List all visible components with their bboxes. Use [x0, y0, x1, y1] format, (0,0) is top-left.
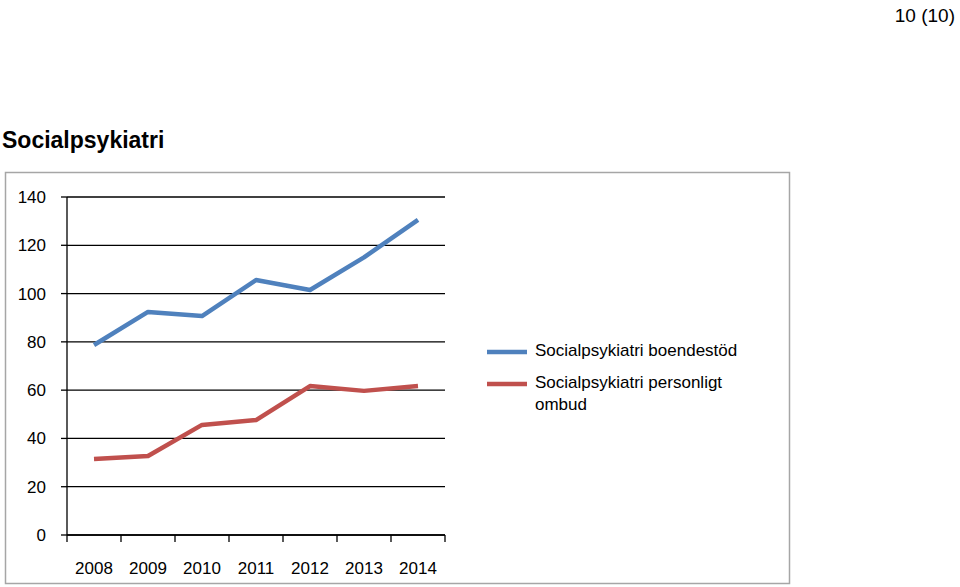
- grid-line: [67, 293, 445, 294]
- y-tick: [61, 486, 67, 487]
- series-line: [94, 386, 418, 459]
- y-tick-label: 80: [27, 333, 46, 352]
- y-tick: [61, 293, 67, 294]
- y-tick: [61, 341, 67, 342]
- y-tick-label: 20: [27, 478, 46, 497]
- legend-label: Socialpsykiatri boendestöd: [535, 340, 770, 362]
- x-tick-label: 2012: [291, 559, 329, 578]
- y-tick: [61, 438, 67, 439]
- y-tick-label: 40: [27, 429, 46, 448]
- y-tick-label: 60: [27, 381, 46, 400]
- x-tick-label: 2014: [399, 559, 437, 578]
- x-tick: [444, 535, 445, 542]
- x-tick: [120, 535, 121, 542]
- y-tick-label: 0: [37, 526, 46, 545]
- x-tick: [390, 535, 391, 542]
- x-tick-label: 2009: [129, 559, 167, 578]
- grid-line: [67, 245, 445, 246]
- chart-frame: [6, 173, 790, 584]
- y-tick-label: 100: [18, 285, 46, 304]
- x-tick: [336, 535, 337, 542]
- x-tick-label: 2008: [75, 559, 113, 578]
- chart-title: Socialpsykiatri: [2, 127, 164, 153]
- plot-area: [94, 220, 418, 459]
- x-tick: [66, 535, 67, 542]
- legend-swatch: [487, 350, 527, 355]
- y-axis: [66, 197, 67, 535]
- y-tick: [61, 534, 67, 535]
- x-tick: [228, 535, 229, 542]
- x-axis: [67, 534, 445, 535]
- legend-label: Socialpsykiatri personligt ombud: [535, 372, 770, 416]
- grid-line: [67, 196, 445, 197]
- page-label: 10 (10): [895, 5, 955, 26]
- grid-line: [67, 438, 445, 439]
- y-tick: [61, 196, 67, 197]
- x-tick-label: 2010: [183, 559, 221, 578]
- x-tick: [282, 535, 283, 542]
- legend-swatch: [487, 382, 527, 387]
- x-tick-label: 2013: [345, 559, 383, 578]
- y-tick: [61, 245, 67, 246]
- x-tick: [174, 535, 175, 542]
- grid-line: [67, 341, 445, 342]
- grid-line: [67, 534, 445, 535]
- series-line: [94, 220, 418, 345]
- grid-line: [67, 486, 445, 487]
- y-tick: [61, 389, 67, 390]
- y-tick-label: 140: [18, 188, 46, 207]
- y-tick-label: 120: [18, 236, 46, 255]
- x-tick-label: 2011: [238, 559, 275, 578]
